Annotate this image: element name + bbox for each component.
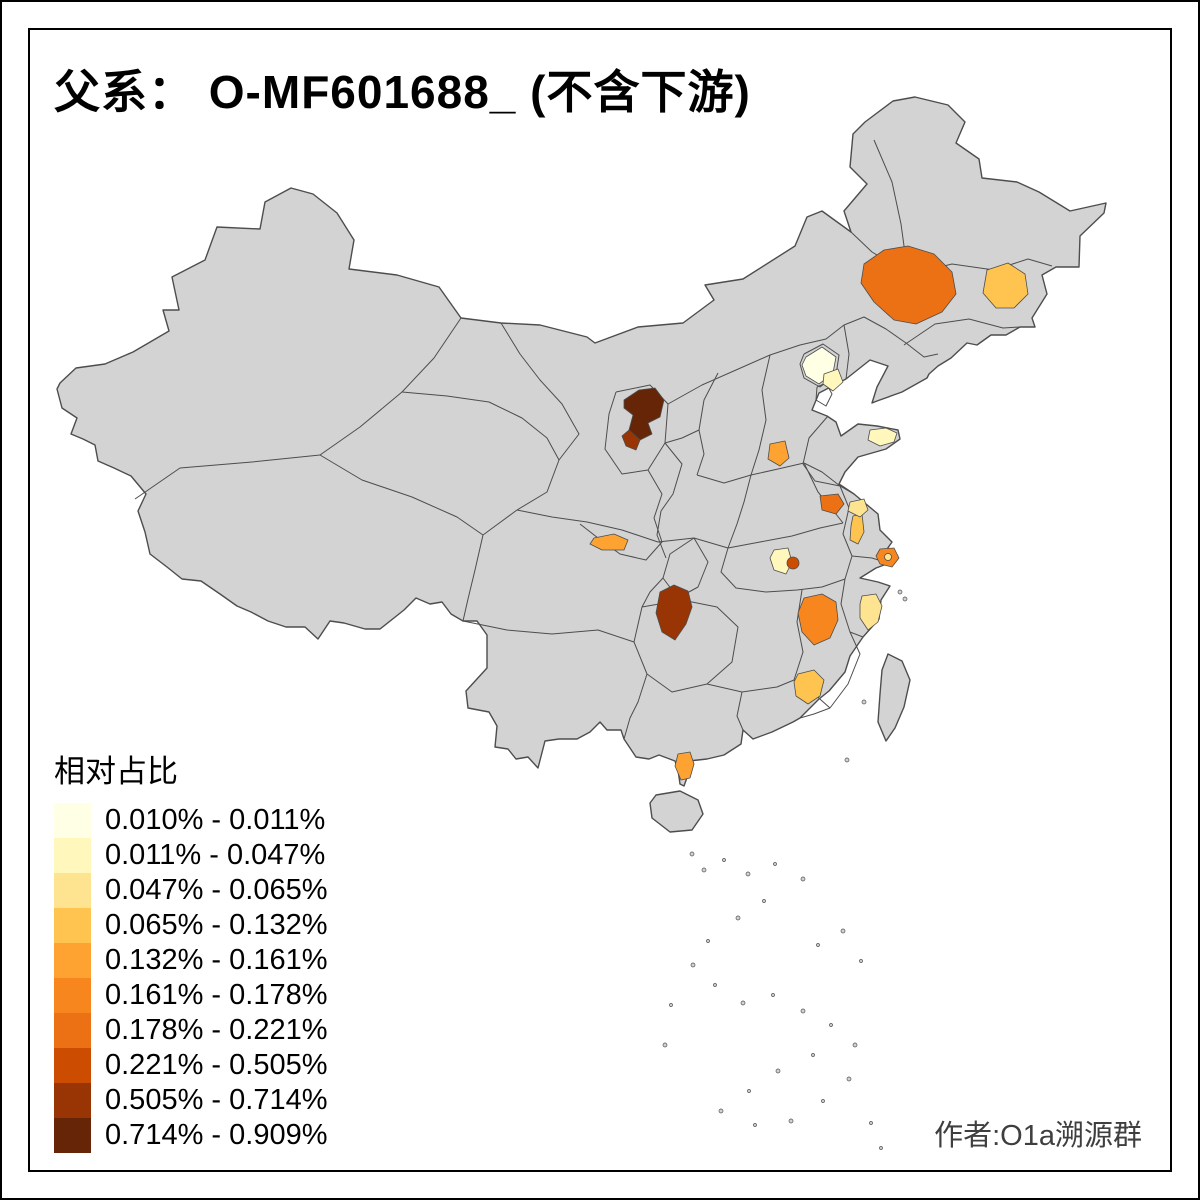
legend-item: 0.132% - 0.161% — [54, 943, 327, 978]
legend-item: 0.161% - 0.178% — [54, 978, 327, 1013]
highlight-sichuan-central — [589, 533, 629, 551]
highlight-jiangxi-central — [797, 593, 839, 646]
plot-frame — [28, 28, 1172, 1172]
legend-item: 0.714% - 0.909% — [54, 1118, 327, 1153]
attribution: 作者:O1a溯源群 — [934, 1120, 1142, 1152]
legend-swatch — [54, 1048, 91, 1083]
highlight-shanghai-dot — [884, 553, 892, 561]
legend-title: 相对占比 — [54, 754, 178, 789]
mainland-outline — [56, 96, 1107, 787]
highlight-ningxia-south-lobe — [621, 429, 641, 451]
legend-label: 0.132% - 0.161% — [105, 944, 328, 976]
highlight-hubei-east-dot — [786, 556, 800, 570]
page-title: 父系： O-MF601688_ (不含下游) — [54, 66, 751, 118]
legend-swatch — [54, 908, 91, 943]
highlight-zhejiang-east — [859, 593, 883, 631]
taiwan-island — [877, 653, 911, 742]
legend: 相对占比 0.010% - 0.011% 0.011% - 0.047% 0.0… — [54, 746, 327, 1153]
highlight-fujian-central — [793, 669, 825, 705]
legend-label: 0.505% - 0.714% — [105, 1084, 328, 1116]
highlight-ningxia-north — [623, 387, 665, 441]
legend-swatch — [54, 873, 91, 908]
highlight-jilin-central — [982, 262, 1029, 309]
legend-swatch — [54, 1118, 91, 1153]
legend-swatch — [54, 943, 91, 978]
highlight-inner-mongolia-east — [860, 245, 957, 325]
province-borders — [134, 139, 1053, 740]
legend-item: 0.010% - 0.011% — [54, 803, 327, 838]
legend-swatch — [54, 803, 91, 838]
legend-swatch — [54, 1083, 91, 1118]
highlight-regions — [589, 245, 1029, 781]
south-china-sea-islands — [662, 589, 908, 1150]
legend-item: 0.505% - 0.714% — [54, 1083, 327, 1118]
highlight-henan-central — [819, 493, 845, 515]
legend-label: 0.178% - 0.221% — [105, 1014, 328, 1046]
legend-label: 0.161% - 0.178% — [105, 979, 328, 1011]
legend-label: 0.221% - 0.505% — [105, 1049, 328, 1081]
legend-swatch — [54, 838, 91, 873]
highlight-guizhou-north — [655, 584, 693, 641]
china-mainland — [56, 96, 1107, 833]
legend-swatch — [54, 1013, 91, 1048]
highlight-jiangsu-central — [847, 498, 869, 518]
legend-item: 0.065% - 0.132% — [54, 908, 327, 943]
legend-swatch — [54, 978, 91, 1013]
legend-label: 0.010% - 0.011% — [105, 804, 326, 836]
legend-label: 0.065% - 0.132% — [105, 909, 328, 941]
legend-item: 0.178% - 0.221% — [54, 1013, 327, 1048]
legend-item: 0.047% - 0.065% — [54, 873, 327, 908]
legend-item: 0.011% - 0.047% — [54, 838, 327, 873]
highlight-hubei-central — [769, 547, 793, 575]
legend-item: 0.221% - 0.505% — [54, 1048, 327, 1083]
highlight-shandong-peninsula — [867, 427, 898, 447]
highlight-leizhou-peninsula — [674, 751, 695, 781]
legend-label: 0.047% - 0.065% — [105, 874, 328, 906]
hainan-island — [649, 790, 704, 833]
legend-label: 0.011% - 0.047% — [105, 839, 326, 871]
legend-label: 0.714% - 0.909% — [105, 1119, 328, 1151]
highlight-hebei-south — [767, 440, 790, 467]
highlight-beijing-southeast — [822, 368, 844, 392]
